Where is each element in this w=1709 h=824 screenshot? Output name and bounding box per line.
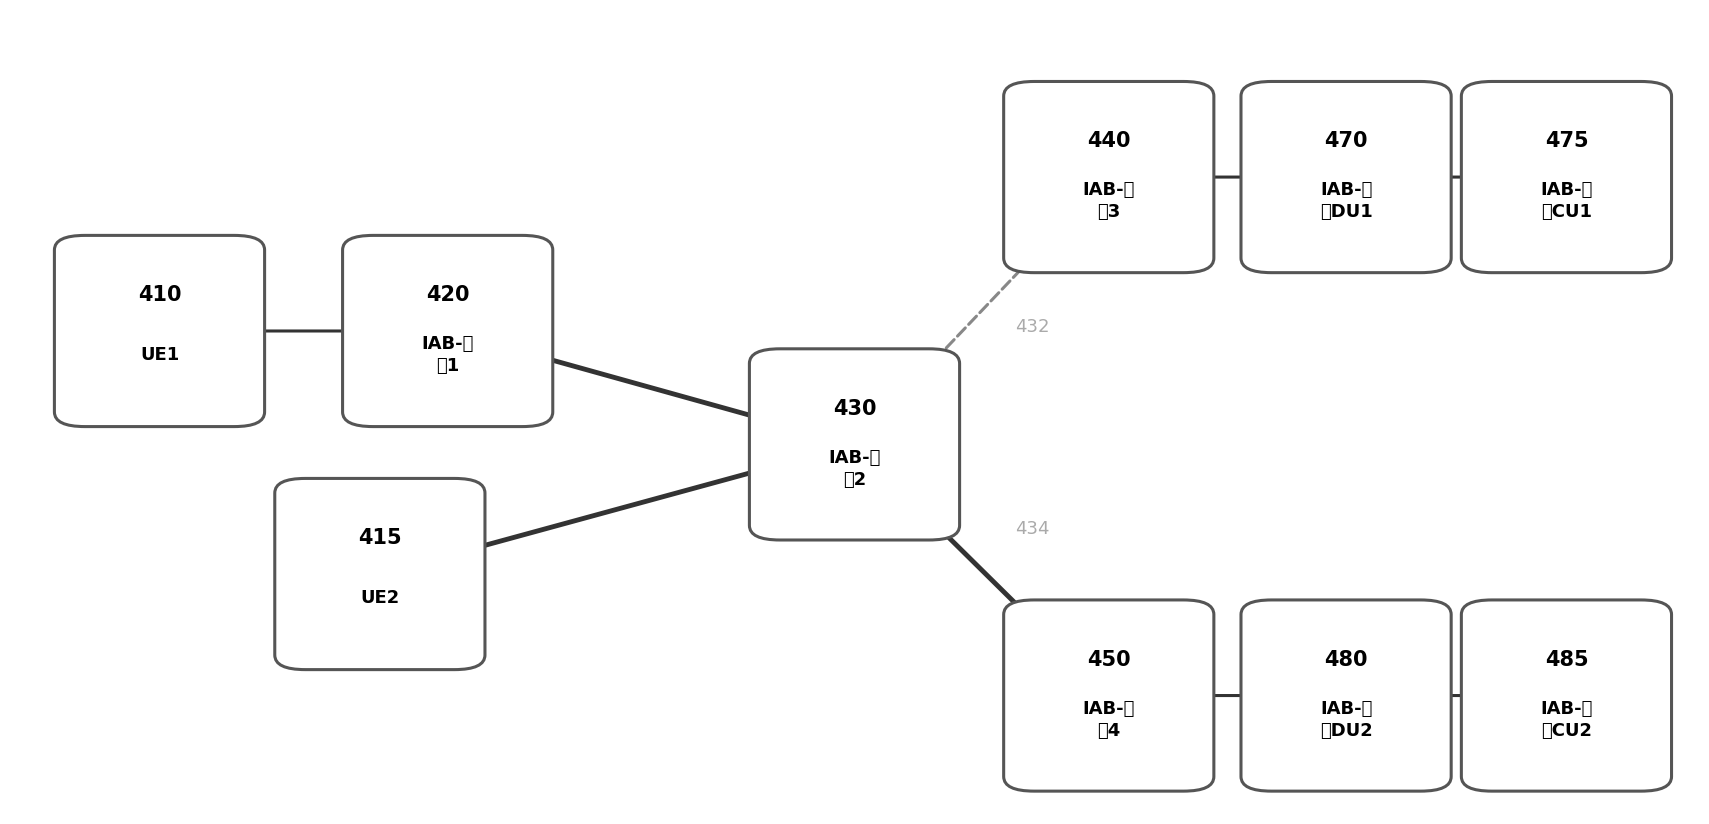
FancyBboxPatch shape [275, 479, 485, 670]
Text: 480: 480 [1324, 650, 1367, 670]
Text: 450: 450 [1087, 650, 1131, 670]
Text: IAB-节
灹1: IAB-节 灹1 [422, 335, 473, 376]
Text: 475: 475 [1545, 131, 1588, 152]
FancyBboxPatch shape [1003, 600, 1213, 791]
Text: 440: 440 [1087, 131, 1131, 152]
FancyBboxPatch shape [1003, 82, 1213, 273]
Text: IAB-供
体CU2: IAB-供 体CU2 [1540, 700, 1593, 740]
Text: 470: 470 [1324, 131, 1367, 152]
Text: UE1: UE1 [140, 346, 179, 364]
Text: IAB-节
灹4: IAB-节 灹4 [1082, 700, 1135, 740]
FancyBboxPatch shape [55, 236, 265, 427]
FancyBboxPatch shape [750, 349, 959, 540]
FancyBboxPatch shape [1461, 82, 1671, 273]
Text: 410: 410 [138, 285, 181, 306]
Text: IAB-供
体DU1: IAB-供 体DU1 [1319, 181, 1372, 222]
Text: 420: 420 [426, 285, 470, 306]
Text: IAB-节
灹2: IAB-节 灹2 [829, 448, 880, 489]
Text: 415: 415 [359, 528, 402, 549]
FancyBboxPatch shape [342, 236, 552, 427]
Text: IAB-供
体DU2: IAB-供 体DU2 [1319, 700, 1372, 740]
Text: IAB-节
灹3: IAB-节 灹3 [1082, 181, 1135, 222]
Text: IAB-供
体CU1: IAB-供 体CU1 [1540, 181, 1593, 222]
FancyBboxPatch shape [1241, 82, 1451, 273]
Text: 430: 430 [832, 399, 877, 419]
Text: 434: 434 [1015, 521, 1049, 538]
FancyBboxPatch shape [1241, 600, 1451, 791]
Text: 485: 485 [1545, 650, 1588, 670]
Text: UE2: UE2 [361, 589, 400, 607]
FancyBboxPatch shape [1461, 600, 1671, 791]
Text: 432: 432 [1015, 318, 1049, 336]
